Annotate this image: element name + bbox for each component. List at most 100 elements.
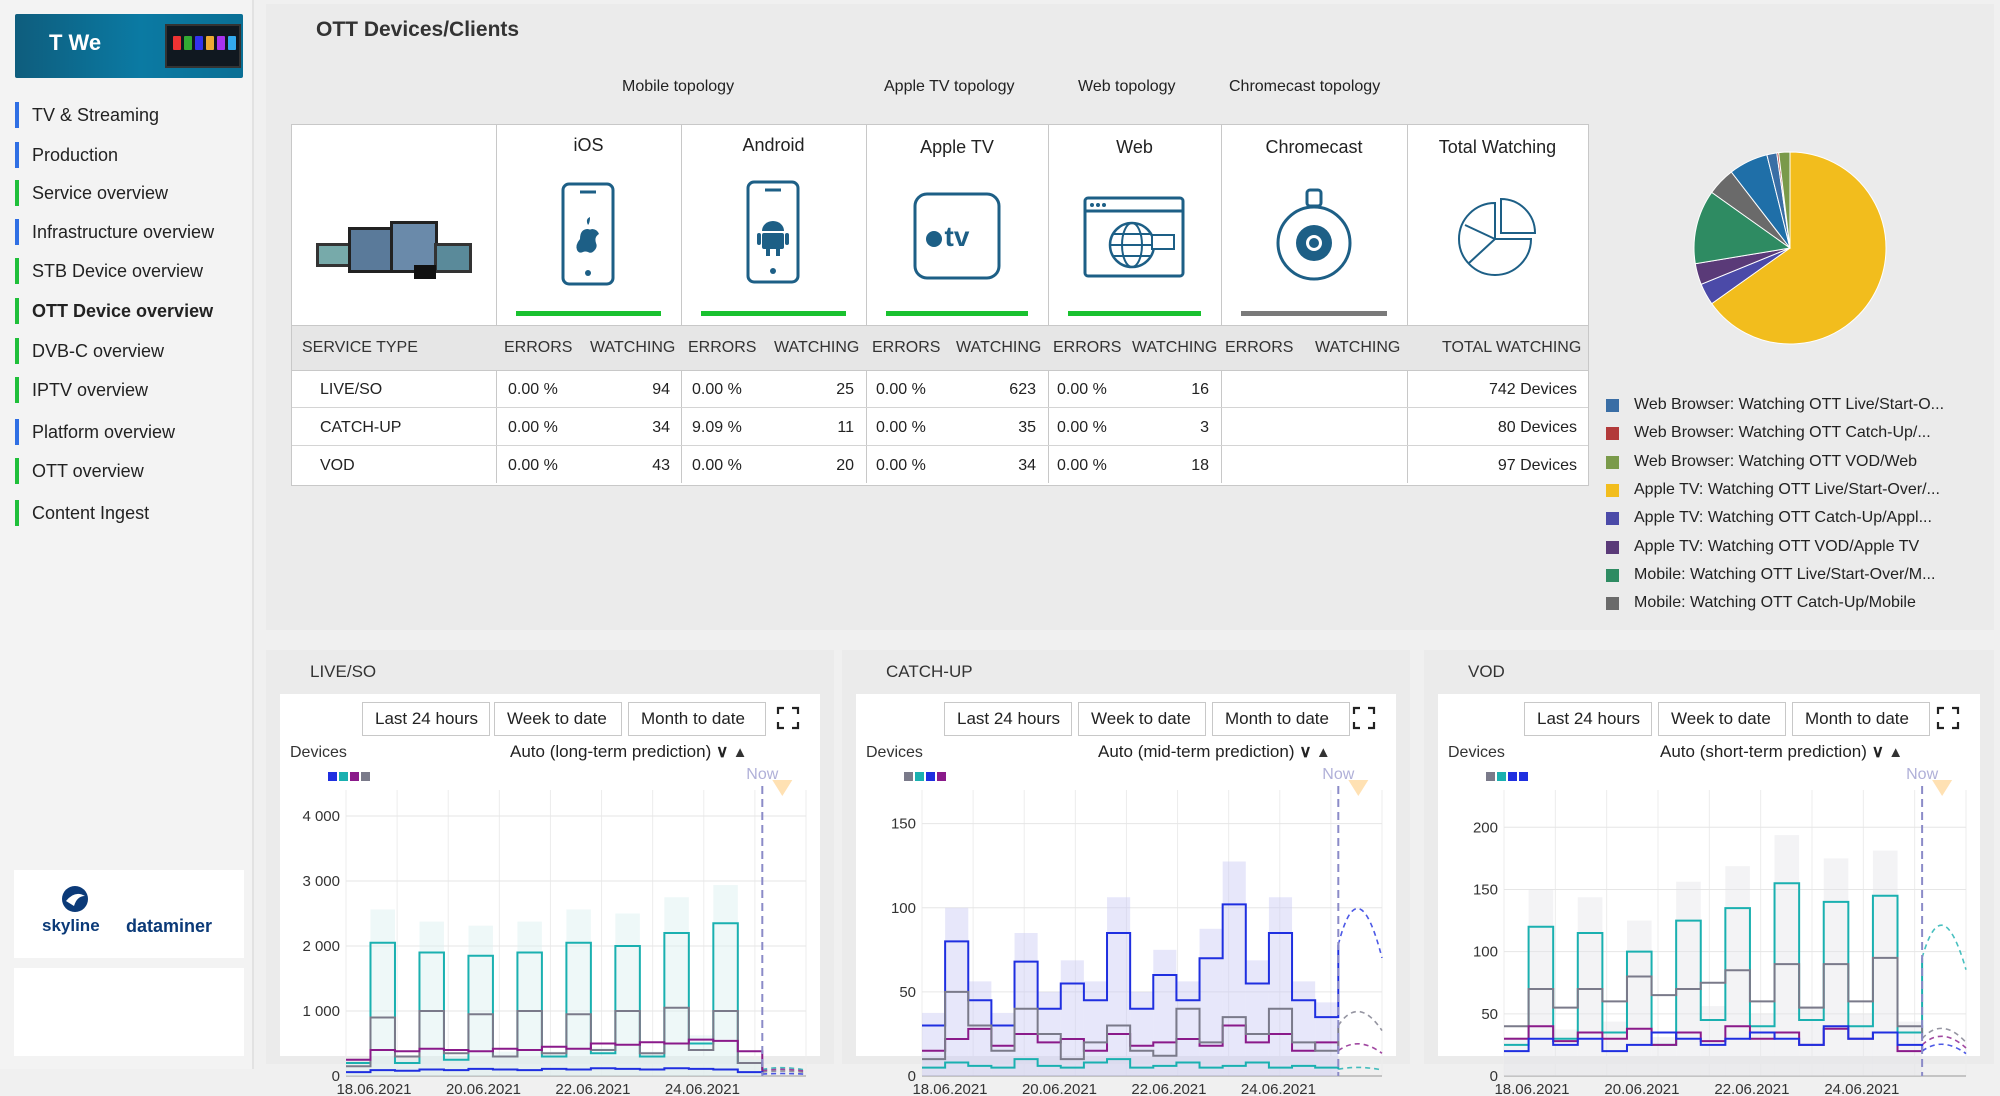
sidebar-item-dvb-c-overview[interactable]: DVB-C overview <box>15 338 262 364</box>
logo-text: T We <box>49 30 102 55</box>
series-swatch[interactable] <box>339 772 348 781</box>
month-to-date-button[interactable]: Month to date <box>1212 702 1350 736</box>
web-device-name: Web <box>1116 137 1153 157</box>
sidebar-item-iptv-overview[interactable]: IPTV overview <box>15 377 262 403</box>
series-swatch[interactable] <box>915 772 924 781</box>
now-marker-icon[interactable] <box>1932 780 1953 796</box>
series-swatch[interactable] <box>926 772 935 781</box>
page-title: OTT Devices/Clients <box>316 18 520 41</box>
series-swatch[interactable] <box>350 772 359 781</box>
series-line[interactable] <box>922 1058 1340 1070</box>
prediction-mode-dropdown[interactable]: Auto (short-term prediction) ∨ ▲ <box>1660 742 1903 762</box>
sidebar-item-platform-overview[interactable]: Platform overview <box>15 419 262 445</box>
series-swatch[interactable] <box>328 772 337 781</box>
web-errors-header: ERRORS <box>1053 339 1122 356</box>
prediction-line <box>1921 1035 1967 1049</box>
series-swatch[interactable] <box>904 772 913 781</box>
mobile-topology-link[interactable]: Mobile topology <box>622 78 735 95</box>
chromecast-icon[interactable] <box>1274 187 1354 287</box>
service-type-header: SERVICE TYPE <box>302 339 418 356</box>
sidebar-item-tv-streaming[interactable]: TV & Streaming <box>15 102 262 128</box>
sidebar-item-ott-device-overview[interactable]: OTT Device overview <box>15 298 262 324</box>
service-type-cell: VOD <box>320 457 355 474</box>
last-24-hours-button[interactable]: Last 24 hours <box>362 702 490 736</box>
total-watching-cell: 80 Devices <box>1497 419 1577 436</box>
series-swatch[interactable] <box>1486 772 1495 781</box>
series-swatch[interactable] <box>1497 772 1506 781</box>
skyline-dataminer-logo: skyline dataminer <box>14 870 244 958</box>
legend-swatch <box>1606 512 1619 526</box>
expand-icon[interactable] <box>1936 706 1960 730</box>
week-to-date-button[interactable]: Week to date <box>494 702 622 736</box>
web-errors-cell: 0.00 % <box>1057 381 1107 398</box>
apple-tv-icon[interactable]: tv <box>912 191 1002 281</box>
last-24-hours-button[interactable]: Last 24 hours <box>1524 702 1652 736</box>
prediction-mode-dropdown[interactable]: Auto (mid-term prediction) ∨ ▲ <box>1098 742 1331 762</box>
apple-tv-topology-link[interactable]: Apple TV topology <box>884 78 1015 95</box>
week-to-date-button[interactable]: Week to date <box>1658 702 1786 736</box>
sidebar-item-content-ingest[interactable]: Content Ingest <box>15 500 262 526</box>
chromecast-errors-header: ERRORS <box>1225 339 1294 356</box>
sidebar-item-service-overview[interactable]: Service overview <box>15 180 262 206</box>
prediction-mode-dropdown[interactable]: Auto (long-term prediction) ∨ ▲ <box>510 742 747 762</box>
apple-tv-errors-header: ERRORS <box>872 339 941 356</box>
month-to-date-button[interactable]: Month to date <box>1792 702 1930 736</box>
week-to-date-button[interactable]: Week to date <box>1078 702 1206 736</box>
series-band <box>419 921 444 1076</box>
pie-slice[interactable] <box>1693 191 1792 265</box>
android-phone-icon[interactable] <box>743 179 803 289</box>
x-tick-label: 24.06.2021 <box>1824 1081 1899 1096</box>
app-logo[interactable]: T We <box>15 14 243 78</box>
now-marker-icon[interactable] <box>1348 780 1369 796</box>
series-line[interactable] <box>346 922 764 1070</box>
web-browser-icon[interactable] <box>1082 195 1186 279</box>
series-band <box>1153 949 1177 1076</box>
now-marker-icon[interactable] <box>772 780 793 796</box>
appletv-errors-cell: 0.00 % <box>876 381 926 398</box>
series-line[interactable] <box>346 1038 764 1071</box>
sidebar-item-ott-overview[interactable]: OTT overview <box>15 458 262 484</box>
now-label: Now <box>746 766 779 783</box>
series-swatches <box>328 766 372 785</box>
series-line[interactable] <box>1504 1025 1924 1053</box>
sidebar-item-infrastructure-overview[interactable]: Infrastructure overview <box>15 219 262 245</box>
ios-errors-header: ERRORS <box>504 339 573 356</box>
ios-phone-icon[interactable] <box>558 181 618 291</box>
android-device-name: Android <box>742 135 805 155</box>
x-tick-label: 20.06.2021 <box>1022 1081 1097 1096</box>
series-swatch[interactable] <box>361 772 370 781</box>
expand-icon[interactable] <box>1352 706 1376 730</box>
series-band <box>443 1055 469 1076</box>
series-band <box>1553 1029 1578 1076</box>
android-watching-header: WATCHING <box>774 339 860 356</box>
chart-card: Last 24 hours Week to date Month to date De… <box>856 694 1396 1096</box>
series-line[interactable] <box>1504 956 1924 1039</box>
series-band <box>1897 1021 1923 1076</box>
series-swatch[interactable] <box>1519 772 1528 781</box>
series-band <box>1602 1021 1627 1076</box>
pie-slice[interactable] <box>1778 151 1791 249</box>
now-label: Now <box>1906 766 1939 783</box>
series-swatch[interactable] <box>937 772 946 781</box>
sidebar-item-production[interactable]: Production <box>15 142 262 168</box>
web-topology-link[interactable]: Web topology <box>1078 78 1176 95</box>
series-line[interactable] <box>346 1006 764 1073</box>
chromecast-topology-link[interactable]: Chromecast topology <box>1229 78 1381 95</box>
expand-icon[interactable] <box>776 706 800 730</box>
month-to-date-button[interactable]: Month to date <box>628 702 766 736</box>
legend-label: Apple TV: Watching OTT Catch-Up/Appl... <box>1634 509 1932 527</box>
sidebar-item-stb-device-overview[interactable]: STB Device overview <box>15 258 262 284</box>
pie-slice[interactable] <box>1711 151 1887 345</box>
series-band <box>370 909 395 1076</box>
series-line[interactable] <box>922 990 1340 1061</box>
series-line[interactable] <box>1504 882 1924 1046</box>
devices-image-column <box>292 125 497 483</box>
series-swatch[interactable] <box>1508 772 1517 781</box>
apple-tv-status-bar <box>886 311 1028 316</box>
last-24-hours-button[interactable]: Last 24 hours <box>944 702 1072 736</box>
web-watching-header: WATCHING <box>1132 339 1218 356</box>
web-column: Web <box>1048 125 1222 483</box>
ios-device-name: iOS <box>573 135 604 155</box>
